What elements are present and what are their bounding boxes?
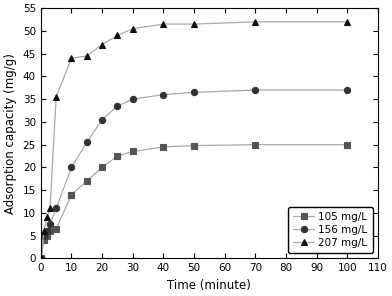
105 mg/L (253, 143, 258, 147)
105 mg/L (100, 166, 105, 169)
156 mg/L (131, 97, 135, 101)
207 mg/L (345, 20, 350, 24)
105 mg/L (345, 143, 350, 147)
207 mg/L (115, 34, 120, 37)
156 mg/L (100, 118, 105, 121)
Line: 207 mg/L: 207 mg/L (38, 19, 350, 262)
207 mg/L (38, 257, 43, 260)
156 mg/L (38, 257, 43, 260)
156 mg/L (48, 223, 53, 226)
105 mg/L (84, 179, 89, 183)
207 mg/L (253, 20, 258, 24)
105 mg/L (131, 150, 135, 153)
105 mg/L (69, 193, 74, 197)
105 mg/L (38, 257, 43, 260)
207 mg/L (54, 95, 58, 99)
207 mg/L (84, 54, 89, 58)
156 mg/L (115, 104, 120, 108)
207 mg/L (131, 27, 135, 30)
207 mg/L (192, 22, 196, 26)
156 mg/L (84, 141, 89, 144)
156 mg/L (345, 88, 350, 92)
156 mg/L (42, 234, 46, 237)
156 mg/L (69, 166, 74, 169)
156 mg/L (253, 88, 258, 92)
207 mg/L (42, 229, 46, 233)
Legend: 105 mg/L, 156 mg/L, 207 mg/L: 105 mg/L, 156 mg/L, 207 mg/L (288, 207, 373, 253)
105 mg/L (45, 234, 49, 237)
X-axis label: Time (minute): Time (minute) (167, 279, 251, 292)
207 mg/L (69, 57, 74, 60)
207 mg/L (48, 207, 53, 210)
105 mg/L (48, 229, 53, 233)
207 mg/L (100, 43, 105, 46)
105 mg/L (54, 227, 58, 231)
156 mg/L (45, 229, 49, 233)
156 mg/L (54, 207, 58, 210)
207 mg/L (45, 216, 49, 219)
Line: 156 mg/L: 156 mg/L (38, 87, 350, 262)
105 mg/L (42, 239, 46, 242)
105 mg/L (161, 145, 166, 149)
156 mg/L (161, 93, 166, 96)
105 mg/L (192, 144, 196, 147)
207 mg/L (161, 22, 166, 26)
Line: 105 mg/L: 105 mg/L (38, 141, 350, 262)
105 mg/L (115, 154, 120, 158)
Y-axis label: Adsorption capacity (mg/g): Adsorption capacity (mg/g) (4, 53, 17, 214)
156 mg/L (192, 91, 196, 94)
